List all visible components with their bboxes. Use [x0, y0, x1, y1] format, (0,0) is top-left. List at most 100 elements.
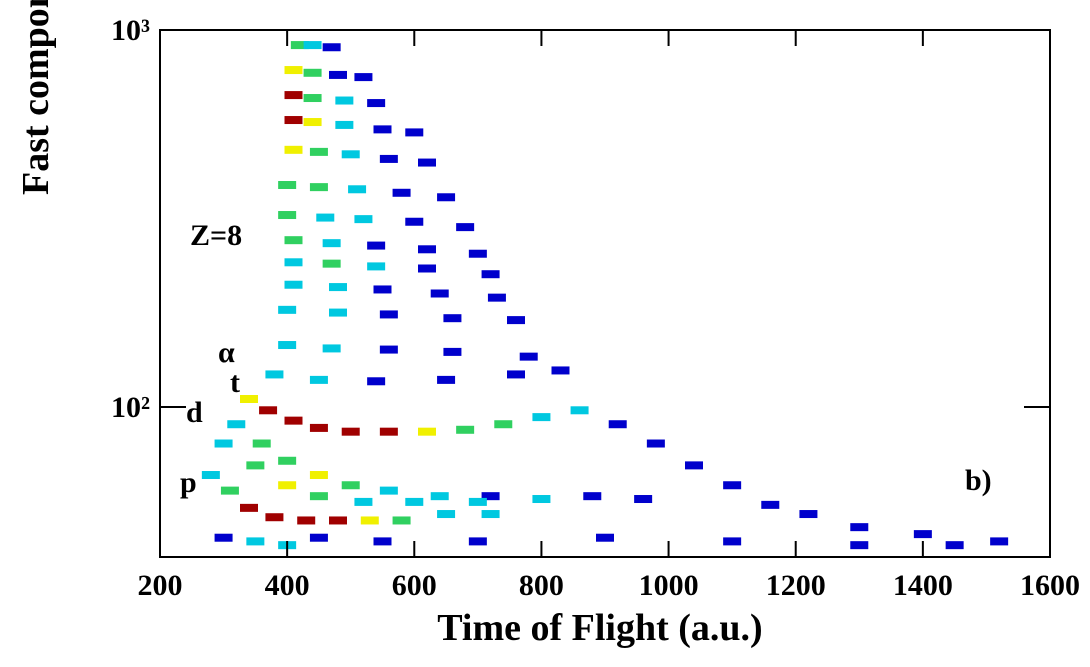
cell: [392, 188, 411, 197]
cell: [240, 394, 258, 403]
cell: [519, 352, 538, 361]
cell: [297, 516, 316, 525]
cell: [246, 461, 265, 470]
cell: [360, 516, 379, 525]
y-tick-label: 10²: [111, 391, 150, 424]
cell: [309, 423, 328, 432]
x-tick-label: 1200: [766, 569, 826, 602]
cell: [418, 264, 436, 273]
cell: [284, 258, 303, 267]
cell: [214, 533, 233, 542]
cell: [532, 495, 551, 504]
cell: [430, 289, 449, 298]
cell: [570, 406, 589, 415]
cell: [341, 150, 360, 159]
cell: [246, 537, 265, 546]
cell: [379, 486, 398, 495]
cell: [284, 145, 303, 154]
cell: [443, 314, 462, 323]
cell: [418, 245, 436, 254]
cell: [201, 471, 220, 480]
cell: [405, 217, 424, 226]
annotation: Z=8: [190, 219, 242, 252]
cell: [418, 158, 436, 167]
x-tick-label: 400: [265, 569, 310, 602]
annotation: b): [965, 464, 992, 497]
cell: [799, 510, 818, 519]
cell: [278, 341, 297, 350]
cell: [309, 183, 328, 192]
cell: [348, 185, 367, 194]
cell: [284, 66, 303, 75]
cell: [309, 533, 328, 542]
cell: [392, 516, 411, 525]
cell: [367, 262, 386, 271]
cell: [945, 541, 964, 550]
cell: [405, 128, 424, 137]
cell: [227, 420, 246, 429]
cell: [335, 120, 354, 129]
cell: [335, 96, 354, 105]
cell: [379, 345, 398, 354]
cell: [723, 481, 742, 490]
cell: [252, 439, 271, 448]
cell: [309, 147, 328, 156]
cell: [379, 310, 398, 319]
cell: [322, 344, 341, 353]
cell: [468, 497, 487, 506]
x-tick-label: 1600: [1020, 569, 1080, 602]
cell: [913, 530, 932, 539]
cell: [309, 471, 328, 480]
cell: [468, 249, 487, 258]
cell: [278, 211, 297, 220]
cell: [723, 537, 742, 546]
cell: [373, 285, 392, 294]
cell: [373, 125, 392, 134]
cell: [354, 215, 373, 224]
x-tick-label: 1400: [893, 569, 953, 602]
cell: [507, 370, 525, 379]
x-tick-label: 1000: [639, 569, 699, 602]
cell: [418, 427, 436, 436]
cell: [494, 420, 513, 429]
cell: [329, 308, 347, 317]
cell: [278, 305, 297, 314]
cell: [341, 427, 360, 436]
cell: [443, 347, 462, 356]
cell: [437, 193, 456, 202]
x-tick-label: 600: [392, 569, 437, 602]
cell: [278, 481, 297, 490]
cell: [481, 492, 500, 501]
cell: [405, 497, 424, 506]
cell: [240, 503, 258, 512]
cell: [487, 293, 506, 302]
cell: [322, 239, 341, 248]
cell: [437, 510, 456, 519]
cell: [850, 541, 869, 550]
cell: [278, 456, 297, 465]
cell: [990, 537, 1009, 546]
cell: [309, 375, 328, 384]
cell: [367, 241, 386, 250]
cell: [278, 181, 297, 190]
cell: [608, 420, 627, 429]
cell: [507, 316, 525, 325]
x-tick-label: 200: [138, 569, 183, 602]
cell: [430, 492, 449, 501]
cell: [214, 439, 233, 448]
cell: [685, 461, 703, 470]
cell: [309, 492, 328, 501]
cell: [284, 416, 303, 425]
cell: [284, 280, 303, 289]
cell: [220, 486, 239, 495]
x-axis-title: Time of Flight (a.u.): [437, 607, 762, 649]
cell: [596, 533, 614, 542]
cell: [481, 270, 500, 279]
cell: [265, 370, 284, 379]
cell: [303, 94, 322, 103]
annotation: t: [230, 366, 240, 399]
cell: [341, 481, 360, 490]
cell: [367, 377, 386, 386]
cell: [551, 366, 570, 375]
